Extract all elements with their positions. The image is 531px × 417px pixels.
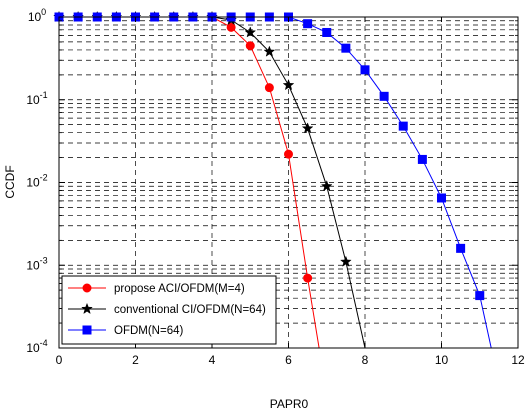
- data-point: [437, 193, 446, 203]
- x-tick-label: 6: [285, 353, 292, 367]
- data-point: [341, 43, 351, 53]
- data-point: [360, 65, 370, 75]
- data-point: [475, 291, 485, 301]
- x-tick-label: 2: [132, 353, 139, 367]
- legend-label: OFDM(N=64): [114, 325, 183, 337]
- legend-entry: conventional CI/OFDM(N=64): [68, 302, 266, 316]
- legend-label: propose ACI/OFDM(M=4): [114, 283, 245, 295]
- x-axis-label: PAPR0: [270, 397, 309, 411]
- legend-entry: propose ACI/OFDM(M=4): [68, 283, 245, 295]
- data-point: [264, 83, 274, 93]
- data-point: [244, 26, 257, 38]
- legend-box: [61, 275, 277, 345]
- data-point: [398, 121, 408, 131]
- data-point: [322, 27, 332, 37]
- data-point: [417, 154, 427, 164]
- data-point: [339, 255, 352, 267]
- data-point: [81, 302, 93, 315]
- y-tick-label: 10-2: [26, 173, 47, 190]
- data-point: [226, 22, 236, 32]
- data-point: [263, 45, 276, 57]
- data-point: [303, 19, 313, 29]
- y-tick-label: 10-3: [26, 255, 47, 272]
- y-tick-label: 10-1: [26, 90, 47, 107]
- data-point: [82, 325, 92, 335]
- data-point: [456, 243, 466, 253]
- y-tick-label: 10-4: [26, 338, 47, 355]
- data-point: [82, 283, 92, 293]
- y-tick-label: 100: [28, 7, 46, 24]
- x-tick-label: 4: [209, 353, 216, 367]
- x-tick-label: 10: [435, 353, 449, 367]
- data-point: [301, 122, 314, 134]
- x-tick-label: 12: [511, 353, 525, 367]
- data-point: [320, 180, 333, 192]
- legend: propose ACI/OFDM(M=4) conventional CI/OFD…: [61, 275, 277, 345]
- data-point: [282, 78, 295, 91]
- y-axis-label: CCDF: [3, 165, 17, 198]
- data-point: [245, 41, 255, 51]
- legend-label: conventional CI/OFDM(N=64): [114, 304, 266, 316]
- data-point: [303, 273, 313, 283]
- data-point: [379, 91, 389, 101]
- legend-entry: OFDM(N=64): [68, 325, 183, 337]
- x-tick-label: 8: [362, 353, 369, 367]
- ticks-layer: 0 2 4 6 8 10 12 10-4 10-3 10-2 10-1 100: [26, 7, 525, 367]
- x-tick-label: 0: [56, 353, 63, 367]
- data-point: [284, 149, 293, 159]
